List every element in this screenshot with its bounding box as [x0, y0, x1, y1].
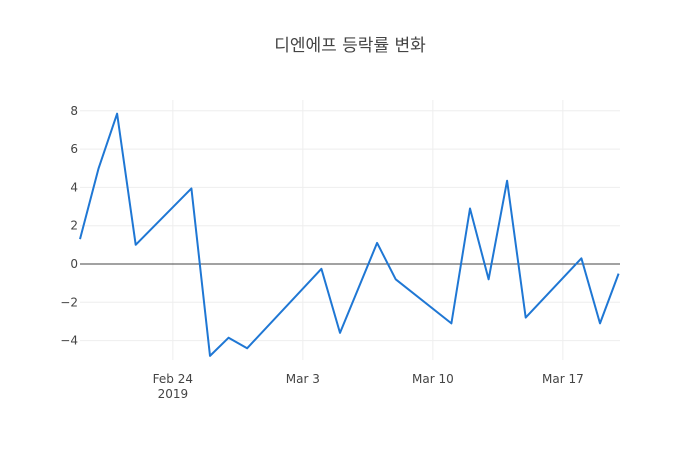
x-tick-label: Mar 17	[542, 372, 584, 386]
x-tick-year: 2019	[158, 387, 189, 401]
x-tick-label: Mar 3	[286, 372, 320, 386]
series-line	[79, 112, 620, 357]
y-tick-label: −2	[60, 295, 78, 309]
y-tick-label: 4	[70, 180, 78, 194]
y-tick-label: 6	[70, 142, 78, 156]
gridlines	[80, 100, 620, 360]
chart-title: 디엔에프 등락률 변화	[274, 36, 426, 56]
y-tick-label: −4	[60, 334, 78, 348]
y-tick-label: 2	[70, 219, 78, 233]
x-tick-label: Mar 10	[412, 372, 454, 386]
y-tick-label: 8	[70, 104, 78, 118]
y-axis-ticks: 8 6 4 2 0 −2 −4	[60, 104, 78, 348]
y-tick-label: 0	[70, 257, 78, 271]
x-tick-label: Feb 24	[153, 372, 193, 386]
